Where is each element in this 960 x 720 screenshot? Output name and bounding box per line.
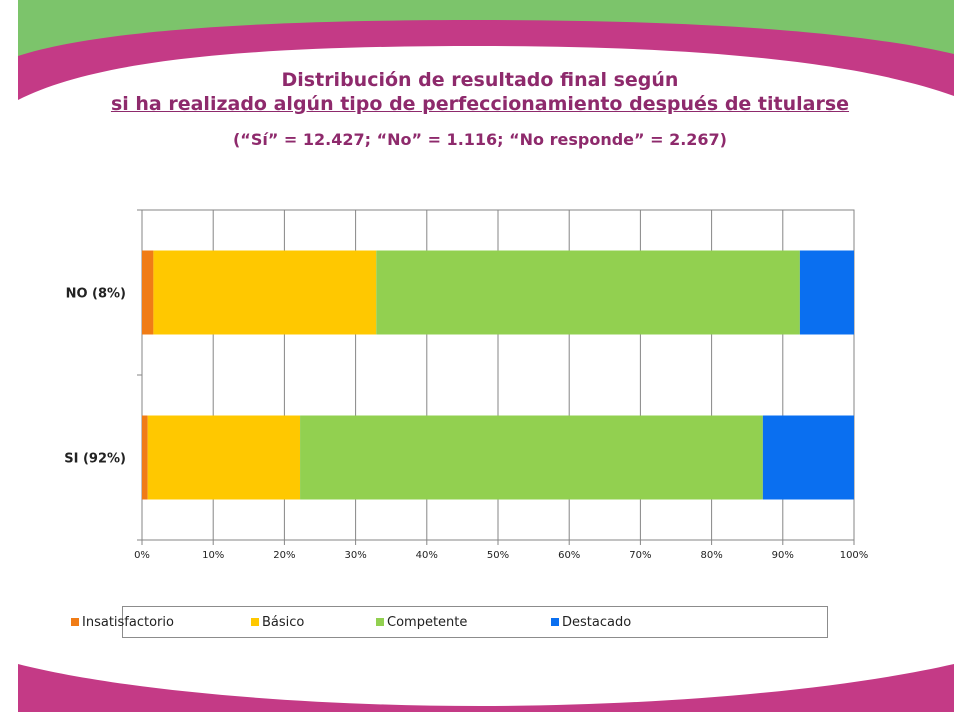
x-tick-label: 70% (629, 550, 651, 561)
bar-segment (799, 250, 854, 335)
legend-label: Básico (262, 615, 305, 630)
x-tick-label: 80% (700, 550, 722, 561)
axes (137, 209, 855, 545)
bar-segment (762, 415, 854, 500)
legend-label: Competente (387, 615, 468, 630)
bars (142, 250, 854, 500)
magenta-band (18, 20, 954, 100)
x-tick-label: 30% (344, 550, 366, 561)
page-title: Distribución de resultado final según (281, 69, 679, 91)
bar-segment (142, 250, 154, 335)
page-title-line2: si ha realizado algún tipo de perfeccion… (110, 93, 850, 115)
legend-swatch (551, 618, 559, 626)
y-tick-label: SI (92%) (64, 452, 126, 467)
bar-segment (142, 415, 148, 500)
legend-item: Destacado (551, 615, 631, 631)
bar-segment (153, 250, 377, 335)
bar-segment (376, 250, 800, 335)
page-subtitle: (“Sí” = 12.427; “No” = 1.116; “No respon… (232, 130, 727, 149)
legend-label: Destacado (562, 615, 632, 630)
x-tick-label: 40% (416, 550, 438, 561)
legend-label: Insatisfactorio (82, 615, 174, 630)
legend-swatch (71, 618, 79, 626)
x-tick-label: 60% (558, 550, 580, 561)
x-tick-label: 50% (487, 550, 509, 561)
x-tick-label: 10% (202, 550, 224, 561)
legend-item: Insatisfactorio (71, 615, 174, 631)
chart-heading: Distribución de resultado final según si… (0, 68, 960, 151)
y-tick-label: NO (8%) (66, 287, 126, 302)
x-tick-label: 100% (840, 550, 869, 561)
legend-swatch (376, 618, 384, 626)
x-tick-label: 90% (772, 550, 794, 561)
legend-item: Competente (376, 615, 467, 631)
green-band (18, 0, 954, 60)
x-tick-label: 20% (273, 550, 295, 561)
legend-swatch (251, 618, 259, 626)
chart-legend: Insatisfactorio Básico Competente Destacado (71, 606, 828, 638)
bar-segment (147, 415, 301, 500)
legend-item: Básico (251, 615, 304, 631)
x-tick-label: 0% (134, 550, 150, 561)
header-decoration (18, 0, 954, 100)
bar-segment (300, 415, 763, 500)
tick-labels: 0% 10% 20% 30% 40% 50% 60% 70% 80% 90% 100% NO (8%)… (64, 287, 868, 562)
